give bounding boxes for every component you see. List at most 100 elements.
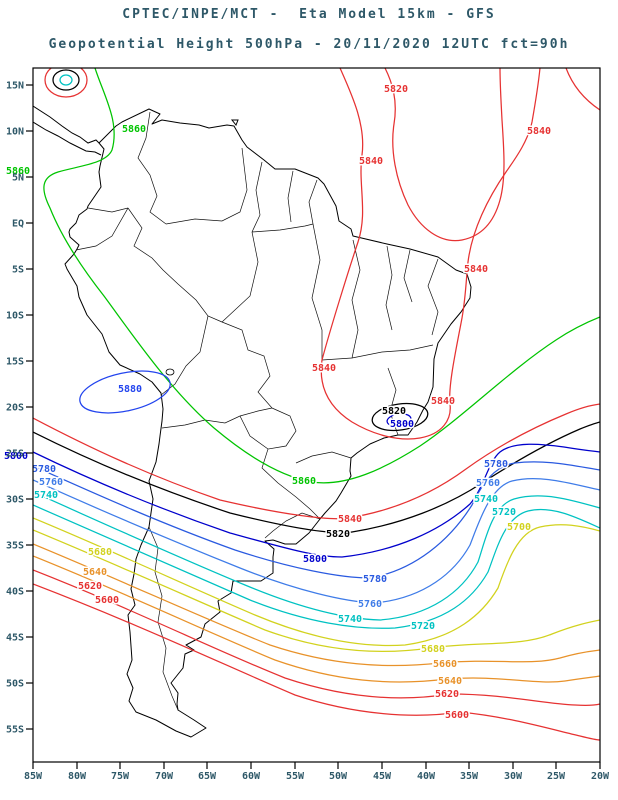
lon-label-50W: 50W: [329, 771, 348, 782]
central-america-coast: [33, 105, 100, 144]
lon-label-45W: 45W: [373, 771, 392, 782]
contour-line-5740: [33, 491, 600, 621]
lat-label-25S: 25S: [6, 449, 24, 460]
central-america-coast: [33, 121, 102, 156]
lon-label-40W: 40W: [417, 771, 436, 782]
country-border: [221, 231, 259, 323]
lat-label-55S: 55S: [6, 725, 24, 736]
lat-label-EQ: EQ: [12, 219, 24, 230]
contour-ellipse-5880: [59, 74, 73, 86]
lat-label-35S: 35S: [6, 541, 24, 552]
lon-label-25W: 25W: [547, 771, 566, 782]
contour-label-5740: 5740: [34, 490, 58, 501]
country-border: [321, 344, 434, 361]
contour-line-5820: [384, 68, 505, 242]
contour-label-5780: 5780: [363, 574, 387, 585]
lon-label-80W: 80W: [68, 771, 87, 782]
country-border: [385, 245, 393, 331]
lat-label-15S: 15S: [6, 357, 24, 368]
country-border: [403, 249, 413, 303]
contour-label-5840: 5840: [431, 396, 455, 407]
contour-label-5600: 5600: [95, 595, 119, 606]
chart-title-line-2: Geopotential Height 500hPa - 20/11/2020 …: [48, 37, 570, 52]
country-border: [251, 223, 314, 233]
lat-label-5S: 5S: [12, 265, 24, 276]
country-border: [308, 179, 318, 225]
country-border: [427, 258, 439, 336]
lat-label-50S: 50S: [6, 679, 24, 690]
contour-ellipse-5840: [44, 68, 88, 98]
contour-line-5840: [565, 68, 600, 111]
contour-label-5740: 5740: [338, 614, 362, 625]
contour-line-5760: [33, 478, 600, 604]
country-border: [287, 170, 294, 223]
contour-label-5820: 5820: [326, 529, 350, 540]
plot-frame: [32, 67, 601, 763]
country-border: [160, 315, 209, 396]
country-border: [264, 512, 321, 539]
country-border: [261, 407, 321, 520]
lat-label-10S: 10S: [6, 311, 24, 322]
lon-label-75W: 75W: [111, 771, 130, 782]
country-border: [387, 367, 399, 436]
lon-label-35W: 35W: [460, 771, 479, 782]
lat-label-5N: 5N: [12, 173, 24, 184]
contour-ellipse-5860: [52, 69, 80, 91]
contour-label-5880: 5880: [118, 384, 142, 395]
country-border: [75, 207, 129, 251]
contour-label-5680: 5680: [88, 547, 112, 558]
contour-ellipse-5820: [371, 402, 429, 432]
contour-label-5860: 5860: [292, 476, 316, 487]
contour-line-5640: [33, 555, 600, 683]
country-border: [87, 207, 129, 213]
country-border: [165, 147, 248, 225]
lat-label-30S: 30S: [6, 495, 24, 506]
contour-line-5820: [33, 421, 600, 534]
contour-label-5600: 5600: [445, 710, 469, 721]
contour-label-5680: 5680: [421, 644, 445, 655]
contour-label-5800: 5800: [390, 419, 414, 430]
contour-line-5680: [33, 529, 600, 653]
lon-label-60W: 60W: [242, 771, 261, 782]
contour-ellipse-5800: [386, 413, 412, 427]
contour-label-5640: 5640: [83, 567, 107, 578]
contour-label-5720: 5720: [492, 507, 516, 518]
contour-line-5620: [33, 569, 600, 707]
contour-label-5640: 5640: [438, 676, 462, 687]
lon-label-85W: 85W: [24, 771, 43, 782]
contour-label-5840: 5840: [312, 363, 336, 374]
lat-label-45S: 45S: [6, 633, 24, 644]
contour-layer: [33, 68, 600, 741]
country-border: [251, 161, 263, 233]
country-border: [148, 526, 179, 711]
contour-label-5840: 5840: [359, 156, 383, 167]
contour-label-5720: 5720: [411, 621, 435, 632]
contour-label-5620: 5620: [78, 581, 102, 592]
lon-label-65W: 65W: [198, 771, 217, 782]
contour-label-5860: 5860: [122, 124, 146, 135]
contour-label-5820: 5820: [382, 406, 406, 417]
country-border: [295, 451, 352, 464]
contour-line-5780: [33, 461, 600, 579]
contour-line-5660: [33, 543, 600, 667]
country-border: [239, 415, 269, 450]
lat-label-40S: 40S: [6, 587, 24, 598]
axis-layer: 15N 10N 5N EQ 5S 10S 15S 20S 25S 30S 35S 40S 45S 50S 5…: [6, 67, 610, 782]
contour-line-5720: [33, 504, 600, 629]
contour-label-5700: 5700: [507, 522, 531, 533]
contour-label-5800: 5800: [303, 554, 327, 565]
contour-label-5760: 5760: [358, 599, 382, 610]
country-border: [161, 407, 273, 429]
contour-ellipse-5880: [79, 370, 171, 414]
country-border: [127, 207, 273, 409]
coastline: [64, 108, 472, 738]
contour-label-5660: 5660: [433, 659, 457, 670]
lat-label-15N: 15N: [6, 81, 24, 92]
contour-label-5840: 5840: [464, 264, 488, 275]
country-border: [311, 223, 323, 360]
lake-titicaca: [165, 368, 175, 376]
contour-label-5760: 5760: [39, 477, 63, 488]
island-trinidad: [230, 119, 239, 126]
contour-label-5740: 5740: [474, 494, 498, 505]
